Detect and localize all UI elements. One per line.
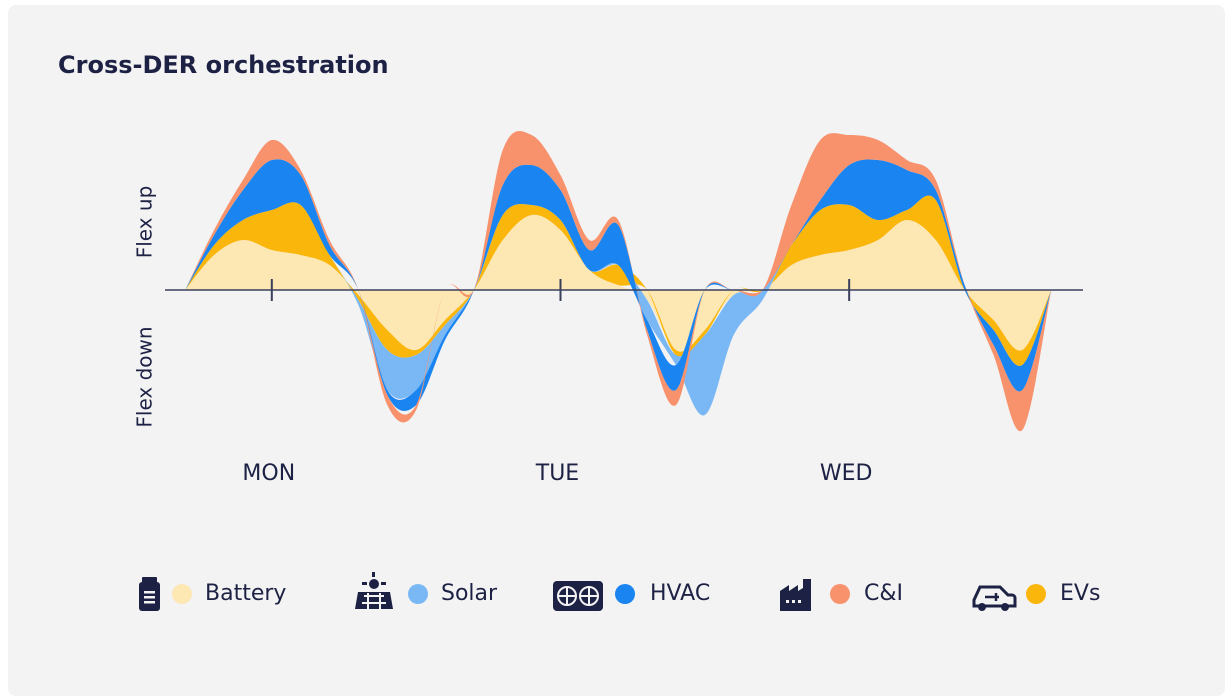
ev-icon (972, 585, 1017, 611)
x-tick-label: WED (820, 461, 873, 486)
legend-label: C&I (864, 581, 903, 606)
x-tick-label: TUE (535, 461, 579, 486)
area-band (185, 195, 1052, 416)
area-band (185, 159, 1052, 411)
area-band (185, 214, 1052, 351)
legend-dot (615, 584, 635, 604)
legend-label: EVs (1060, 581, 1100, 606)
battery-icon (139, 577, 160, 611)
y-label-up: Flex up (133, 186, 157, 259)
axis: MON TUE WED (165, 279, 1083, 486)
legend-dot (172, 584, 192, 604)
ci-icon (780, 579, 811, 611)
legend-dot (408, 584, 428, 604)
legend-dot (830, 584, 850, 604)
areas (185, 131, 1052, 432)
legend-dot (1026, 584, 1046, 604)
legend-label: HVAC (650, 581, 710, 606)
legend: Battery Solar HVAC C&I EVs (172, 581, 1100, 606)
legend-icons (139, 572, 1017, 611)
hvac-icon (553, 581, 603, 611)
solar-icon (355, 572, 393, 609)
legend-label: Solar (441, 581, 498, 606)
x-tick-label: MON (242, 461, 295, 486)
chart-title: Cross-DER orchestration (58, 51, 389, 79)
area-band (185, 195, 1052, 366)
legend-label: Battery (205, 581, 286, 606)
y-label-down: Flex down (133, 326, 157, 427)
